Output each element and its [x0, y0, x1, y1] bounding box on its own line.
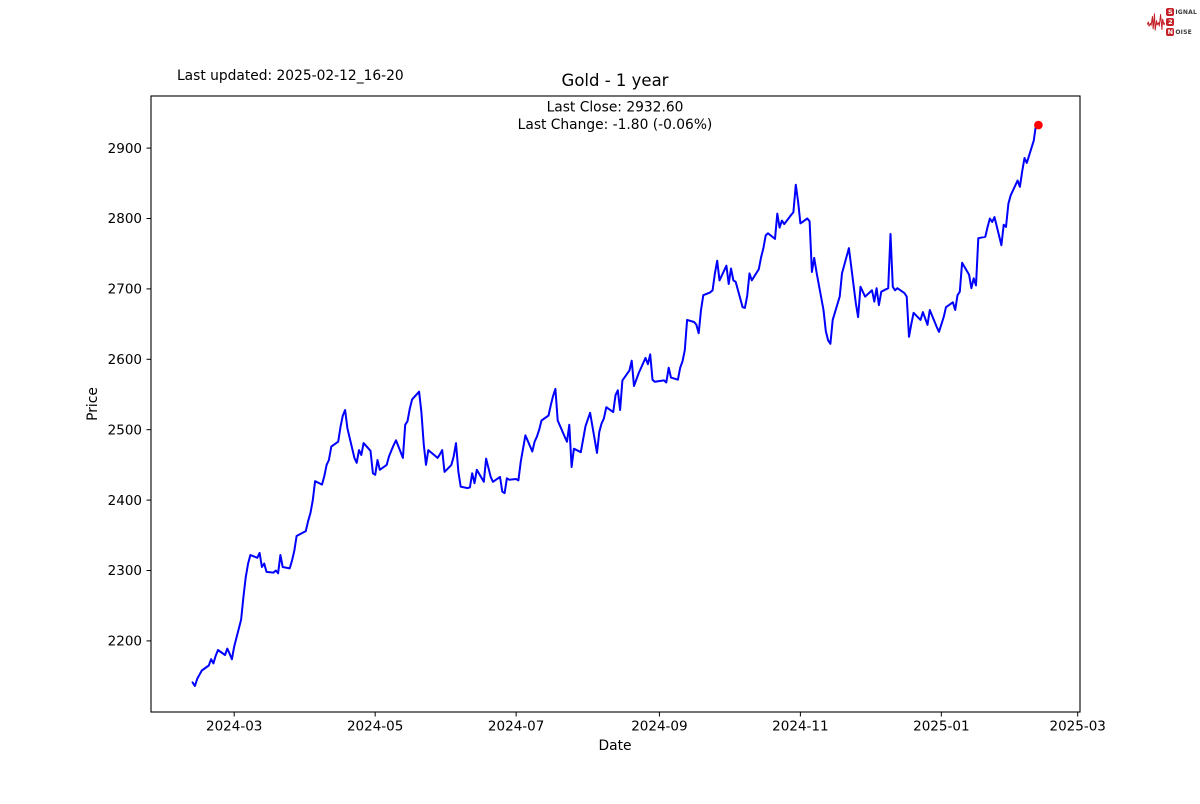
y-axis: 2200 2300 2400 2500 2600 2700 2800 2900 [108, 141, 151, 650]
last-updated-text: Last updated: 2025-02-12_16-20 [177, 68, 404, 84]
x-tick-label: 2025-01 [913, 719, 969, 735]
logo-text-row: S IGNAL [1166, 8, 1197, 16]
logo-badge-s: S [1166, 8, 1175, 16]
chart-title: Gold - 1 year [562, 71, 669, 90]
y-tick-label: 2500 [108, 422, 142, 438]
last-close-marker [1034, 120, 1043, 130]
ekg-waveform-icon [1147, 13, 1166, 31]
y-tick-label: 2200 [108, 634, 142, 650]
x-tick-label: 2024-05 [347, 719, 403, 735]
x-tick-label: 2024-11 [772, 719, 828, 735]
logo-row-rest: OISE [1175, 28, 1192, 36]
last-close-annotation: Last Close: 2932.60 [547, 100, 684, 116]
logo-text-row: 2 [1166, 18, 1197, 26]
last-change-annotation: Last Change: -1.80 (-0.06%) [518, 117, 713, 133]
y-tick-label: 2600 [108, 352, 142, 368]
logo-text-row: N OISE [1166, 28, 1197, 36]
y-tick-label: 2300 [108, 563, 142, 579]
x-tick-label: 2024-07 [488, 719, 544, 735]
x-axis-label: Date [599, 738, 632, 754]
y-axis-label: Price [85, 387, 101, 421]
signal2noise-logo: S IGNAL 2 N OISE [1147, 5, 1197, 39]
y-tick-label: 2800 [108, 211, 142, 227]
logo-badge-n: N [1166, 28, 1175, 36]
x-axis: 2024-03 2024-05 2024-07 2024-09 2024-11 2025-… [206, 712, 1106, 735]
plot-border [150, 95, 1081, 713]
x-tick-label: 2024-09 [631, 719, 687, 735]
logo-badge-2: 2 [1166, 18, 1175, 26]
logo-text: S IGNAL 2 N OISE [1166, 8, 1197, 36]
x-tick-label: 2024-03 [206, 719, 262, 735]
price-line-series [191, 122, 1040, 687]
y-tick-label: 2900 [108, 141, 142, 157]
x-tick-label: 2025-03 [1049, 719, 1105, 735]
y-tick-label: 2700 [108, 282, 142, 298]
y-tick-label: 2400 [108, 493, 142, 509]
logo-row-rest: IGNAL [1175, 8, 1197, 16]
